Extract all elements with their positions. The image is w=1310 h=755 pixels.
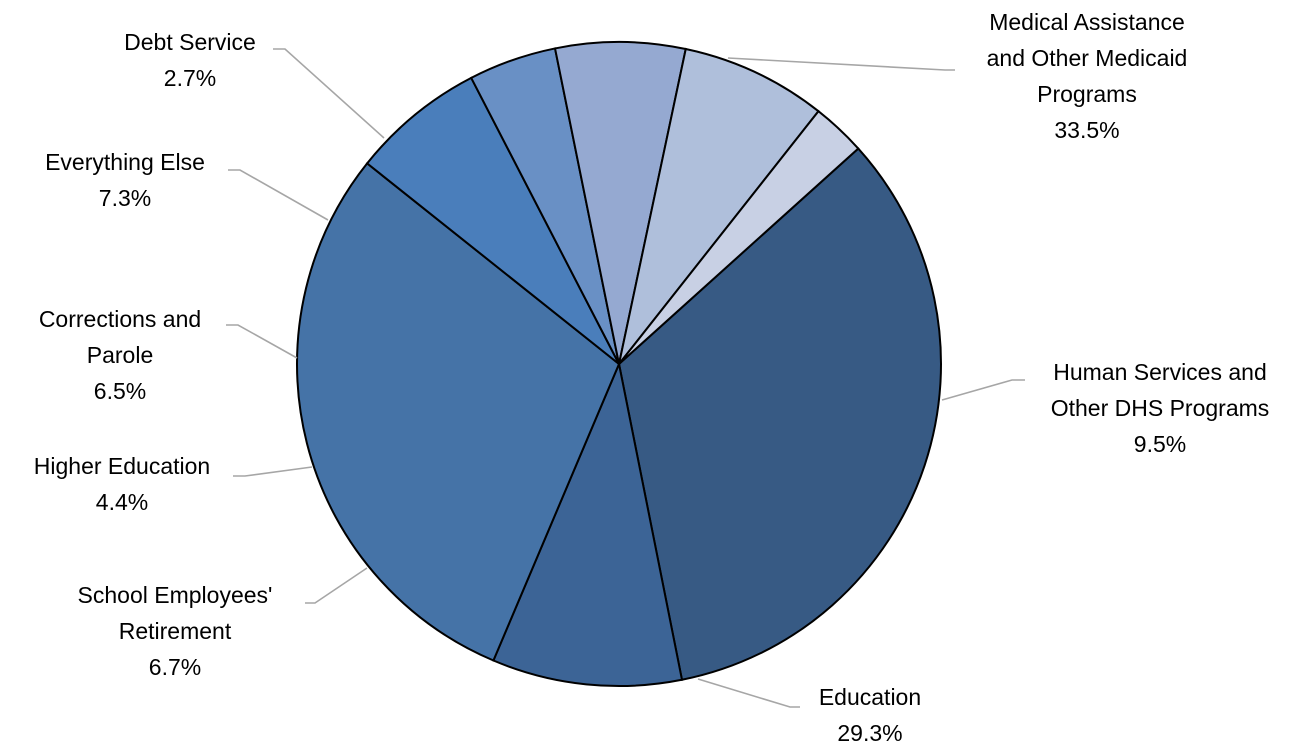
slice-label-line: School Employees': [78, 582, 273, 608]
slice-label-line: Other DHS Programs: [1051, 395, 1270, 421]
slice-label: Higher Education 4.4%: [34, 453, 210, 515]
pie-slice: [492, 360, 684, 687]
slice-label-line: Higher Education: [34, 453, 210, 479]
leader-line: [273, 48, 385, 139]
slice-label-line: Parole: [87, 342, 153, 368]
leader-line: [305, 567, 368, 604]
leader-line: [233, 466, 313, 477]
pie-slice: [365, 76, 620, 365]
leader-lines-layer: [226, 48, 1025, 708]
slices-layer: [296, 41, 942, 687]
slice-value-label: 6.7%: [149, 654, 201, 680]
slice-label: Debt Service 2.7%: [124, 29, 256, 91]
slice-label: Everything Else 7.3%: [45, 149, 205, 211]
leader-line: [941, 379, 1025, 401]
leader-line: [727, 57, 955, 71]
slice-value-label: 29.3%: [837, 720, 902, 746]
slice-value-label: 4.4%: [96, 489, 148, 515]
slice-label-line: Medical Assistance: [989, 9, 1185, 35]
slice-label: School Employees' Retirement 6.7%: [78, 582, 273, 680]
slice-label-line: Debt Service: [124, 29, 256, 55]
slice-label-line: Everything Else: [45, 149, 205, 175]
slice-label: Education 29.3%: [819, 684, 921, 746]
slice-label-line: Retirement: [119, 618, 232, 644]
slice-label-line: Education: [819, 684, 921, 710]
slice-labels-layer: Medical Assistance and Other Medicaid Prog…: [34, 9, 1270, 746]
slice-label: Human Services and Other DHS Programs 9.5%: [1051, 359, 1270, 457]
slice-value-label: 9.5%: [1134, 431, 1186, 457]
leader-line: [228, 169, 329, 221]
slice-value-label: 7.3%: [99, 185, 151, 211]
pie-slice: [618, 109, 860, 365]
pie-slice: [617, 147, 942, 681]
pie-slice: [618, 47, 820, 365]
slice-label-line: Corrections and: [39, 306, 201, 332]
slice-value-label: 6.5%: [94, 378, 146, 404]
slice-label-line: Programs: [1037, 81, 1137, 107]
pie-slice: [296, 161, 621, 662]
slice-label: Corrections and Parole 6.5%: [39, 306, 201, 404]
slice-label-line: Human Services and: [1053, 359, 1267, 385]
slice-value-label: 33.5%: [1054, 117, 1119, 143]
slice-label: Medical Assistance and Other Medicaid Prog…: [987, 9, 1188, 143]
leader-line: [697, 678, 800, 708]
leader-line: [226, 324, 298, 359]
slice-value-label: 2.7%: [164, 65, 216, 91]
pie-slice: [553, 41, 687, 365]
slice-label-line: and Other Medicaid: [987, 45, 1188, 71]
